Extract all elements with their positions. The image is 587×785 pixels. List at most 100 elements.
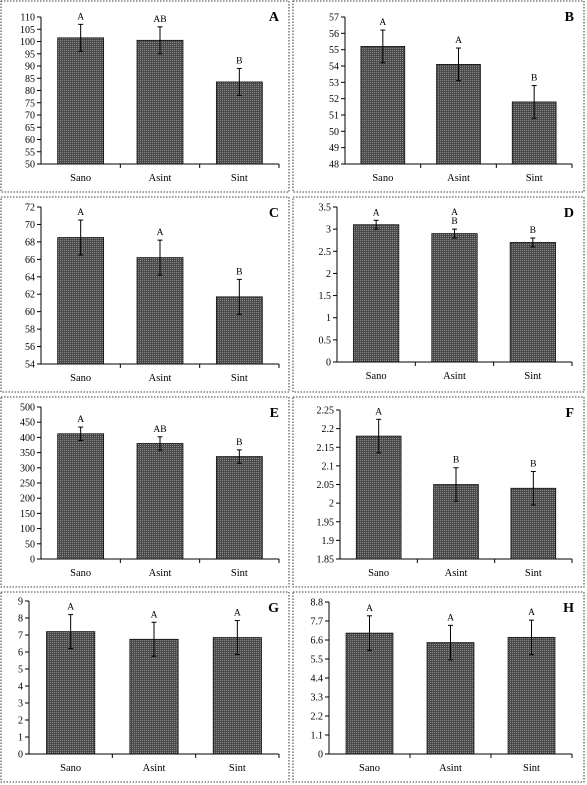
y-tick-label: 58 [25,325,35,336]
panel-letter: A [269,10,280,25]
panel-letter: E [270,406,279,421]
y-tick-label: 2.05 [317,480,335,491]
bar-asint [136,39,184,165]
y-tick-label: 70 [25,220,35,231]
category-label: Asint [143,763,166,774]
significance-label: A [77,208,84,218]
y-tick-label: 150 [20,509,35,520]
y-tick-label: 8.8 [311,598,324,609]
bar-sano [355,435,402,560]
y-tick-label: 0.5 [319,335,332,346]
bar-sano [46,631,96,755]
y-tick-label: 9 [18,597,23,608]
significance-label: B [530,226,536,236]
category-label: Sint [231,173,248,184]
significance-label: A [157,228,164,238]
category-label: Sint [526,173,543,184]
panel-letter: D [564,206,574,221]
y-tick-label: 3.5 [319,203,332,214]
bar-sint [509,242,556,363]
significance-label: B [530,459,536,469]
y-tick-label: 55 [329,45,339,56]
category-label: Sint [523,763,540,774]
y-tick-label: 1 [326,313,331,324]
y-tick-label: 1.1 [311,731,324,742]
y-tick-label: 5.5 [311,655,324,666]
significance-label: A [455,36,462,46]
bar-sint [212,637,262,755]
y-tick-label: 2.25 [317,406,335,417]
y-tick-label: 1 [18,733,23,744]
significance-label: A [375,407,382,417]
category-label: Sano [70,173,91,184]
bar-sano [353,224,400,363]
category-label: Asint [149,173,172,184]
category-label: Sint [524,371,541,382]
y-tick-label: 54 [25,360,35,371]
y-tick-label: 66 [25,255,35,266]
category-label: Asint [149,373,172,384]
bar-asint [136,443,184,560]
y-tick-label: 3 [18,699,23,710]
category-label: Sano [372,173,393,184]
bar-asint [431,233,478,363]
panel-c: 54 56 58 60 62 64 66 68 70 72 A Sano A Asint B Sint C [0,196,290,393]
y-tick-label: 2.15 [317,443,335,454]
significance-label: A [373,208,380,218]
y-tick-label: 60 [25,307,35,318]
significance-label: A [234,609,241,619]
y-tick-label: 200 [20,494,35,505]
category-label: Sano [359,763,380,774]
category-label: Sint [229,763,246,774]
significance-label: B [236,438,242,448]
y-tick-label: 49 [329,143,339,154]
panel-letter: C [269,206,279,221]
panel-b: 48 49 50 51 52 53 54 55 56 57 A Sano A Asint B Sint B [292,0,585,193]
y-tick-label: 450 [20,418,35,429]
category-label: Sint [231,568,248,579]
significance-label: A [151,610,158,620]
y-tick-label: 2.2 [311,712,324,723]
bar-sano [345,632,394,755]
y-tick-label: 0 [18,750,23,761]
y-tick-label: 95 [25,49,35,60]
category-label: Sano [70,373,91,384]
bar-asint [426,642,475,755]
significance-label: B [236,56,242,66]
y-tick-label: 50 [329,127,339,138]
y-tick-label: 110 [20,13,35,24]
y-tick-label: 55 [25,147,35,158]
significance-label: B [451,217,457,227]
y-tick-label: 8 [18,614,23,625]
y-tick-label: 53 [329,78,339,89]
y-tick-label: 105 [20,25,35,36]
y-tick-label: 100 [20,524,35,535]
bar-asint [129,638,179,755]
y-tick-label: 60 [25,135,35,146]
y-tick-label: 4.4 [311,674,324,685]
significance-label: A [366,604,373,614]
category-label: Asint [149,568,172,579]
significance-label: A [451,208,458,218]
y-tick-label: 300 [20,463,35,474]
y-tick-label: 52 [329,94,339,105]
y-tick-label: 2.2 [322,424,335,435]
y-tick-label: 0 [318,750,323,761]
significance-label: A [67,603,74,613]
y-tick-label: 48 [329,160,339,171]
significance-label: A [379,18,386,28]
y-tick-label: 1.9 [322,536,335,547]
y-tick-label: 2 [329,499,334,510]
panel-g: 0 1 2 3 4 5 6 7 8 9 A Sano A Asint A Sint G [0,591,290,783]
panel-f: 1.85 1.9 1.95 2 2.05 2.1 2.15 2.2 2.25 A Sano B Asin… [292,396,585,588]
y-tick-label: 500 [20,403,35,414]
y-tick-label: 7 [18,631,23,642]
bar-sano [57,237,105,365]
significance-label: B [453,456,459,466]
y-tick-label: 4 [18,682,23,693]
category-label: Sano [60,763,81,774]
panel-h: 0 1.1 2.2 3.3 4.4 5.5 6.6 7.7 8.8 A Sano A Asint A Sin… [292,591,585,783]
y-tick-label: 75 [25,98,35,109]
